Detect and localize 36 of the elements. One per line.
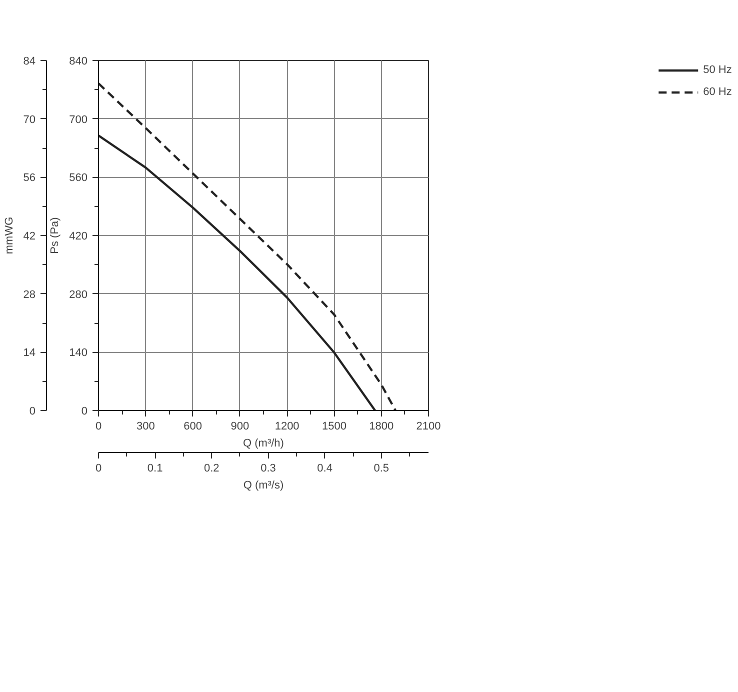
y-tick-label: 280 [69,288,88,301]
line-series [98,134,376,410]
x-tick-label: 1200 [274,420,300,432]
x-tick-label: 2100 [416,420,441,432]
y2-axis-title: mmWG [3,216,16,254]
y2-tick-label: 14 [23,347,36,360]
x-tick-label: 900 [230,420,250,432]
x-tick-label: 600 [184,420,202,432]
y-tick-label: 560 [69,172,88,184]
y-tick-label: 700 [69,114,88,126]
x-tick-label: 0 [95,420,102,432]
y-tick-label: 0 [81,406,88,418]
x-tick-label: 1800 [369,420,394,432]
y2-tick-label: 42 [23,230,36,242]
y-tick-label: 840 [69,56,88,68]
y-tick-label: 140 [69,347,88,360]
y-tick-label: 420 [69,230,88,242]
line-series [98,82,397,410]
y2-tick-label: 0 [29,406,36,418]
x2-tick-label: 0.1 [147,462,163,474]
x2-axis-title: Q (m³/s) [243,480,284,492]
x2-tick-label: 0.5 [374,462,390,474]
x-axis-title: Q (m³/h) [243,438,284,450]
y2-tick-label: 28 [23,288,36,301]
y2-tick-label: 70 [23,114,36,126]
x2-tick-label: 0.4 [317,462,332,474]
x2-tick-label: 0.2 [204,462,220,474]
y-axis-title: Ps (Pa) [49,217,62,254]
x-tick-label: 1500 [322,420,346,432]
legend-label: 50 Hz [703,64,732,76]
y2-tick-label: 56 [23,172,36,184]
y2-tick-label: 84 [23,56,36,68]
legend-label: 60 Hz [703,86,732,98]
x-tick-label: 300 [136,420,155,432]
x2-tick-label: 0.3 [260,462,276,474]
x2-tick-label: 0 [95,462,102,474]
